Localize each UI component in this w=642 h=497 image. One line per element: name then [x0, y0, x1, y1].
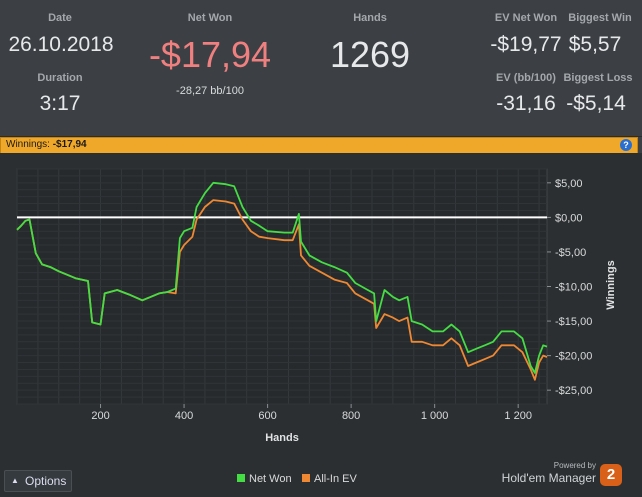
winnings-value: -$17,94 — [52, 139, 87, 150]
brand-name: Hold'em Manager — [501, 471, 596, 485]
y-tick-label: $0,00 — [555, 212, 583, 224]
powered-by: Powered by — [553, 461, 596, 470]
x-axis-label: Hands — [265, 432, 299, 444]
biggest-loss-value: -$5,14 — [566, 92, 626, 115]
x-tick-label: 600 — [258, 410, 276, 422]
hands-label: Hands — [353, 12, 387, 24]
x-ticks: 200 400 600 800 1 000 1 200 — [91, 404, 532, 422]
grid — [16, 168, 547, 405]
biggest-loss-label: Biggest Loss — [563, 72, 633, 84]
options-arrow-icon: ▲ — [11, 476, 19, 485]
hands-value: 1269 — [329, 34, 411, 75]
options-button[interactable]: ▲ Options — [4, 470, 72, 492]
y-tick-label: -$5,00 — [555, 247, 586, 259]
y-tick-label: -$20,00 — [555, 351, 592, 363]
net-won-label: Net Won — [187, 12, 233, 24]
ev-net-won-value: -$19,77 — [490, 33, 562, 56]
ev-bb-value: -31,16 — [496, 92, 556, 115]
legend-net-won: Net Won — [237, 473, 292, 485]
date-label: Date — [48, 12, 72, 24]
series-line-net-won — [16, 181, 548, 374]
y-tick-label: $5,00 — [555, 178, 583, 190]
winnings-label: Winnings: -$17,94 — [6, 139, 87, 150]
x-tick-label: 1 200 — [504, 410, 532, 422]
ev-net-won-label: EV Net Won — [494, 12, 558, 24]
y-axis-label: Winnings — [605, 260, 617, 309]
winnings-chart: $5,00 $0,00 -$5,00 -$10,00 -$15,00 -$20,00 -$2… — [16, 168, 617, 444]
help-icon[interactable]: ? — [620, 139, 632, 151]
biggest-win-label: Biggest Win — [568, 12, 632, 24]
ev-bb-label: EV (bb/100) — [496, 72, 556, 84]
duration-value: 3:17 — [39, 92, 81, 115]
biggest-win-value: $5,57 — [568, 33, 622, 56]
y-ticks: $5,00 $0,00 -$5,00 -$10,00 -$15,00 -$20,00 -$2… — [547, 178, 592, 397]
date-value: 26.10.2018 — [8, 33, 114, 56]
x-tick-label: 200 — [91, 410, 109, 422]
net-won-value: -$17,94 — [148, 34, 272, 75]
winnings-bar: Winnings: -$17,94 ? — [0, 137, 638, 154]
hm2-logo: 2 — [600, 464, 622, 486]
bb-per-100: -28,27 bb/100 — [176, 85, 244, 97]
y-tick-label: -$10,00 — [555, 282, 592, 294]
x-tick-label: 800 — [342, 410, 360, 422]
series-group — [16, 181, 548, 381]
session-summary: Date 26.10.2018 Duration 3:17 Net Won -$… — [0, 0, 642, 137]
y-tick-label: -$15,00 — [555, 316, 592, 328]
x-tick-label: 1 000 — [421, 410, 449, 422]
allin-ev-swatch — [302, 474, 310, 482]
net-won-swatch — [237, 474, 245, 482]
winnings-label-text: Winnings: — [6, 139, 50, 150]
y-tick-label: -$25,00 — [555, 385, 592, 397]
legend-net-won-label: Net Won — [249, 473, 292, 485]
options-label: Options — [25, 474, 67, 488]
legend-allin-ev-label: All-In EV — [314, 473, 357, 485]
legend-allin-ev: All-In EV — [302, 473, 357, 485]
x-tick-label: 400 — [175, 410, 193, 422]
duration-label: Duration — [37, 72, 83, 84]
